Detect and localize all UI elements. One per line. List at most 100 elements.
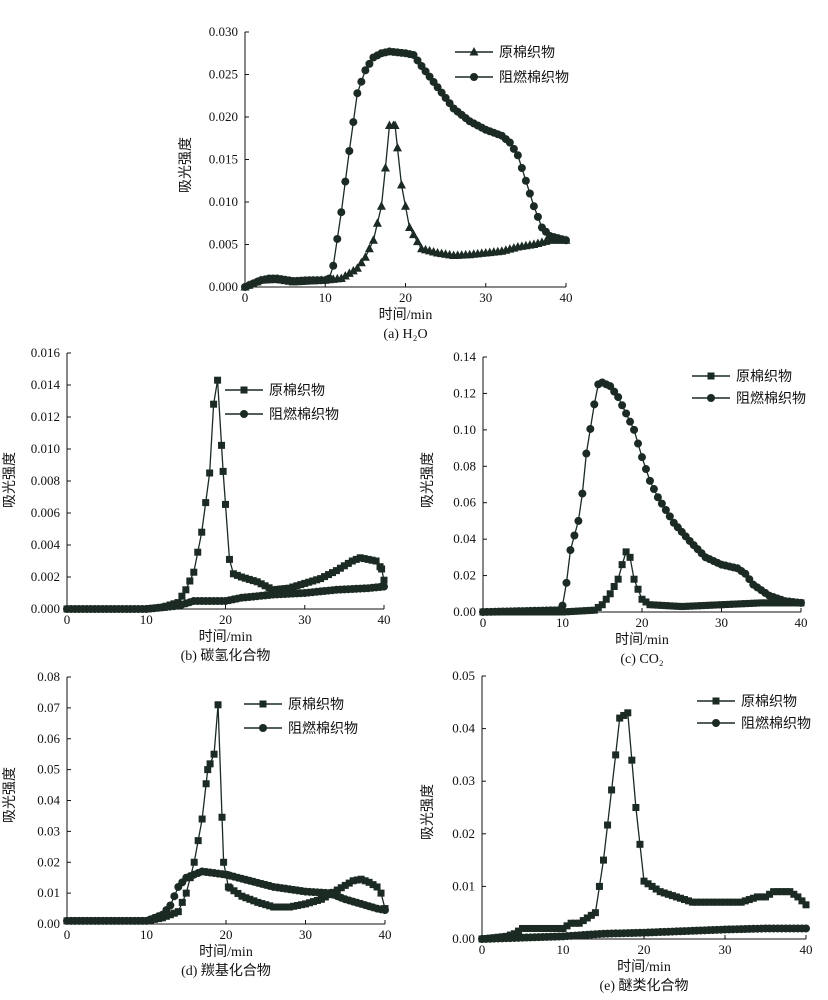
y-tick-label: 0.04 [37,793,60,808]
square-marker [646,601,654,609]
circle-marker [638,453,646,462]
legend-item: 原棉织物 [697,693,797,710]
square-marker [721,898,729,906]
circle-marker [505,138,514,147]
square-marker [245,575,253,583]
square-marker [290,902,298,910]
square-marker [162,912,170,920]
y-tick-label: 0.025 [209,67,238,82]
square-marker [222,500,229,508]
y-axis-label: 吸光强度 [420,452,436,508]
square-marker [262,901,270,909]
square-marker [234,889,242,897]
square-marker [770,888,778,896]
square-marker [604,821,612,829]
square-marker [606,590,614,598]
square-marker [579,917,587,925]
square-marker [717,898,725,906]
triangle-marker [368,235,378,244]
x-tick-label: 10 [140,927,153,942]
square-marker [782,888,790,896]
series-flame-retardant-cotton [241,47,570,291]
square-marker [253,578,261,586]
square-marker [595,882,603,890]
chart-caption: (b) 碳氢化合物 [181,648,271,664]
circle-marker [661,506,670,514]
square-marker [709,898,717,906]
square-marker [182,889,190,897]
x-tick-label: 0 [64,927,71,942]
square-marker [206,760,214,768]
chart-panel-e: 0 10 20 30 40 0.00 0.01 0.02 0.03 0.04 0.05 原棉织物阻燃棉… [420,668,813,994]
square-marker [174,908,182,916]
x-tick-label: 40 [800,942,813,957]
square-marker [214,701,222,709]
series-line [482,381,802,613]
y-tick-label: 0.05 [37,762,60,777]
square-marker [761,599,769,607]
y-tick-label: 0.02 [452,826,475,841]
triangle-marker [340,270,350,280]
square-marker [600,856,607,864]
y-tick-label: 0.10 [453,422,476,437]
x-tick-label: 20 [219,612,232,627]
chart-caption: (d) 羰基化合物 [181,962,271,979]
square-marker [664,890,672,898]
square-marker [246,895,254,903]
square-marker [535,924,543,932]
square-marker [610,583,618,590]
square-marker [602,595,610,603]
square-marker [652,885,660,893]
square-marker [372,557,380,565]
circle-marker [570,531,579,540]
square-marker [317,895,325,903]
series-flame-retardant-cotton [63,582,388,613]
square-marker [733,898,741,906]
x-tick-label: 40 [795,615,808,630]
square-marker [701,898,709,906]
square-marker [598,601,606,609]
square-marker [204,766,212,774]
square-marker [745,599,753,607]
square-marker [531,924,539,932]
legend-item: 阻燃棉织物 [692,390,806,407]
y-tick-label: 0.02 [453,568,476,583]
square-marker [628,756,636,764]
square-marker [757,599,765,607]
circle-marker [626,417,635,426]
y-tick-label: 0.00 [453,604,476,619]
x-tick-label: 0 [479,942,486,957]
square-marker [214,376,222,384]
square-marker [210,400,218,408]
square-marker [676,894,684,902]
square-marker [302,900,309,908]
triangle-marker [348,265,358,275]
square-marker [656,888,664,896]
circle-marker [259,724,267,732]
square-marker [698,602,706,610]
legend-item: 阻燃棉织物 [244,720,358,737]
square-marker [364,555,372,563]
series-raw-cotton [478,709,810,943]
square-marker [281,585,289,593]
square-marker [309,898,317,906]
square-marker [662,602,670,610]
square-marker [519,924,526,932]
square-marker [258,900,266,908]
square-marker [510,930,518,938]
square-marker [749,894,757,902]
square-marker [551,924,559,932]
square-marker [166,911,174,919]
square-marker [325,571,333,579]
y-tick-label: 0.006 [31,505,61,520]
square-marker [273,585,281,593]
square-marker [707,372,715,380]
square-marker [301,579,309,587]
square-marker [712,697,720,705]
circle-marker [409,50,418,59]
square-marker [725,898,733,906]
square-marker [170,909,178,917]
circle-marker [562,236,570,245]
chart-panel-d: 0 10 20 30 40 0.00 0.01 0.02 0.03 0.04 0.05 0.06 0.0… [2,669,392,979]
